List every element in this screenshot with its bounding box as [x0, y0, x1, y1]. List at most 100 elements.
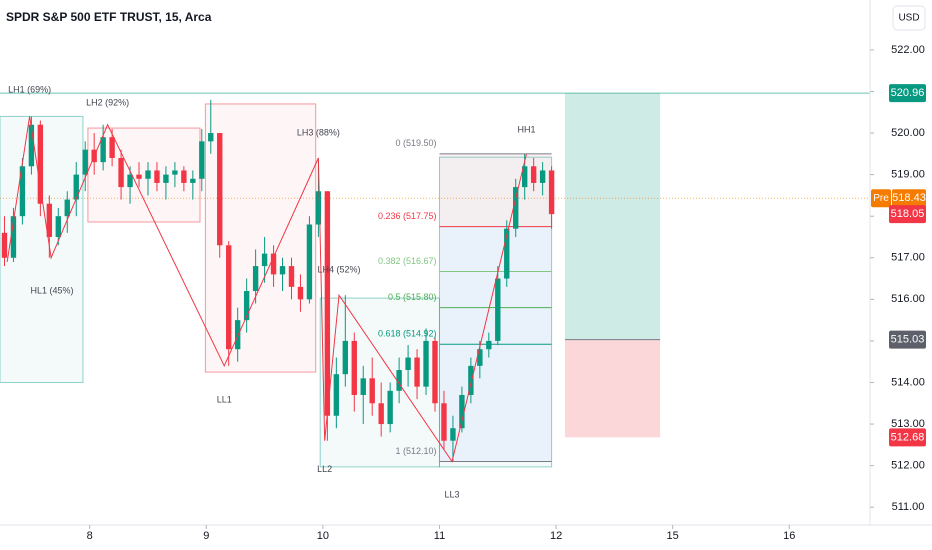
candle-body: [46, 203, 53, 237]
candle-body: [181, 170, 187, 183]
candle-body: [504, 228, 510, 279]
candle-body: [208, 133, 214, 142]
candle-body: [539, 170, 546, 183]
candle-body: [19, 166, 26, 217]
candle-body: [217, 133, 223, 246]
zigzag-line: [6, 116, 527, 463]
x-tick-label: 15: [667, 530, 679, 542]
candle-body: [351, 340, 357, 395]
chart-title: SPDR S&P 500 ETF TRUST, 15, Arca: [6, 10, 212, 24]
candle-body: [55, 216, 61, 237]
swing-label: HL1 (45%): [31, 285, 74, 295]
candle-body: [468, 365, 474, 395]
candle-body: [1, 232, 8, 258]
price-label-box: [889, 84, 926, 103]
currency-button[interactable]: [892, 5, 926, 31]
candle-body: [226, 245, 232, 350]
y-tick-label: 513.00: [891, 418, 925, 430]
x-tick-label: 12: [550, 530, 562, 542]
candle-body: [432, 340, 438, 404]
price-label: 518.43: [892, 192, 926, 204]
candle-body: [73, 174, 79, 200]
stop-zone: [565, 339, 661, 438]
candles: [1, 99, 555, 462]
annotations: 0 (519.50) 0.236 (517.75) 0.382 (516.67) 0.…: [6, 85, 535, 500]
price-label-box: [889, 205, 926, 224]
y-tick-label: 512.00: [891, 460, 925, 472]
candle-body: [118, 157, 124, 188]
candle-body: [459, 394, 465, 429]
y-tick-label: 514.00: [891, 376, 925, 388]
candle-body: [297, 286, 304, 300]
candle-body: [342, 340, 348, 375]
candle-body: [530, 166, 537, 183]
session-label: Pre: [873, 193, 889, 204]
fib-label: 0.5 (515.80): [388, 292, 437, 302]
candle-body: [37, 124, 44, 204]
candle-body: [243, 291, 250, 321]
y-tick-label: 520.00: [891, 127, 925, 139]
candle-body: [441, 403, 447, 441]
fib-label: 0.236 (517.75): [378, 211, 437, 221]
swing-label: LL2: [317, 464, 332, 474]
x-tick-label: 16: [783, 530, 795, 542]
candle-body: [423, 340, 429, 387]
candle-body: [522, 166, 528, 188]
x-tick-label: 9: [203, 530, 209, 542]
x-tick-label: 8: [87, 530, 93, 542]
price-label-box: [889, 330, 926, 349]
candle-body: [315, 191, 322, 225]
candle-body: [477, 349, 483, 366]
candle-body: [387, 390, 393, 425]
price-label: 512.68: [891, 431, 925, 443]
candle-body: [28, 124, 35, 167]
candle-body: [378, 403, 384, 425]
candle-body: [163, 174, 169, 183]
price-label: 518.05: [891, 208, 925, 220]
candle-body: [127, 174, 133, 188]
axes: 511.00512.00513.00514.00515.00516.00517.…: [87, 44, 926, 542]
candle-body: [64, 199, 70, 217]
candle-body: [154, 170, 160, 183]
candle-body: [548, 170, 555, 215]
candle-body: [172, 170, 178, 175]
swing-label: LL1: [217, 394, 232, 404]
x-tick-label: 10: [317, 530, 329, 542]
candle-body: [109, 137, 115, 158]
fib-label: 0 (519.50): [395, 138, 436, 148]
candle-body: [450, 428, 456, 441]
candle-body: [261, 253, 268, 267]
candle-body: [234, 320, 241, 350]
candle-body: [324, 191, 331, 416]
candle-body: [10, 216, 17, 258]
fib-band: [439, 153, 552, 227]
candle-body: [306, 224, 313, 300]
swing-label: LH1 (69%): [8, 85, 51, 95]
x-tick-label: 11: [434, 530, 445, 542]
candle-body: [136, 174, 142, 179]
swing-label: LH3 (88%): [297, 127, 340, 137]
candle-body: [396, 370, 402, 391]
y-tick-label: 517.00: [891, 252, 925, 264]
candle-body: [495, 278, 501, 341]
overlays: [0, 92, 870, 468]
price-label: 520.96: [891, 87, 925, 99]
candle-body: [279, 266, 286, 275]
price-label-box: [889, 428, 926, 447]
swing-label: LL3: [445, 490, 460, 500]
currency[interactable]: USD: [898, 13, 919, 24]
swing-label: LH4 (52%): [318, 265, 361, 275]
price-label-box: [892, 189, 926, 208]
y-tick-label: 522.00: [891, 44, 925, 56]
candle-body: [513, 187, 519, 229]
candle-body: [270, 253, 277, 275]
y-tick-label: 519.00: [891, 169, 925, 181]
candle-body: [360, 378, 366, 395]
candle-body: [333, 374, 340, 416]
candle-body: [414, 357, 420, 387]
swing-label: LH2 (92%): [86, 97, 129, 107]
candle-body: [405, 357, 411, 371]
zone-box: [204, 103, 317, 373]
candle-body: [369, 378, 375, 404]
